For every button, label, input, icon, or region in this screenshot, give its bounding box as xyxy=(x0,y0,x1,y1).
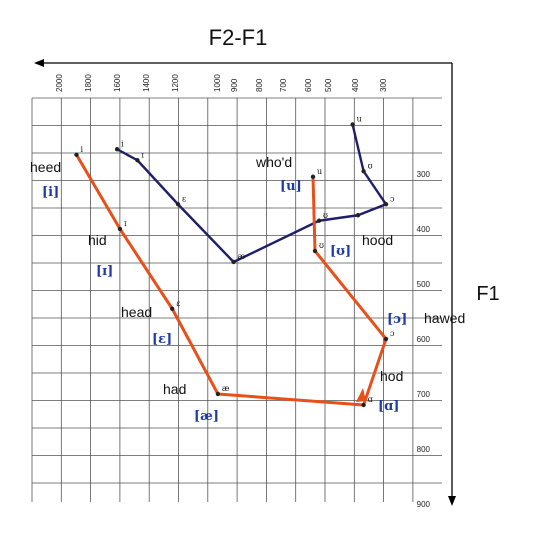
point-symbol: i xyxy=(121,139,124,148)
y-axis-label: F1 xyxy=(476,283,499,305)
point-symbol: æ xyxy=(222,384,230,393)
vowel-word-label: head xyxy=(121,304,152,320)
point-symbol: u xyxy=(357,115,362,124)
x-tick-label: 800 xyxy=(255,78,264,92)
data-point xyxy=(215,391,221,397)
chart-title: F2-F1 xyxy=(209,25,268,50)
point-symbol: ʊ xyxy=(323,211,328,220)
data-point xyxy=(117,226,123,232)
vowel-word-label: who'd xyxy=(255,154,292,170)
data-point xyxy=(361,169,366,174)
x-tick-label: 1400 xyxy=(142,74,151,92)
data-point xyxy=(170,306,175,311)
y-tick-label: 600 xyxy=(417,335,431,344)
x-arrow-head xyxy=(34,59,44,67)
y-tick-label: 300 xyxy=(417,170,431,179)
ipa-label: [ɪ] xyxy=(96,264,113,279)
ipa-label: [i] xyxy=(42,185,59,200)
point-symbol: ɔ xyxy=(390,194,395,203)
word-labels: heed [i] hid [ɪ] head[ɛ] had [æ] who'd [u] hood [ʊ… xyxy=(30,154,465,424)
data-point xyxy=(383,336,389,342)
ticks: 2000 1800 1600 1400 1200 1000 900 800 700 600 500 4… xyxy=(55,74,431,509)
y-tick-label: 800 xyxy=(417,445,431,454)
vowel-word-label: had xyxy=(163,381,186,397)
x-tick-label: 700 xyxy=(279,78,288,92)
vowel-word-label: hawed xyxy=(424,310,465,326)
point-symbol: ɛ xyxy=(176,299,180,308)
data-point xyxy=(135,158,140,163)
ipa-label: [ɑ] xyxy=(378,399,399,414)
point-symbol: æ xyxy=(238,252,246,261)
data-point xyxy=(361,402,366,408)
x-tick-label: 2000 xyxy=(55,74,64,92)
x-tick-label: 300 xyxy=(379,78,388,92)
x-tick-label: 1800 xyxy=(84,74,93,92)
y-arrow-head xyxy=(448,496,456,506)
ipa-label: [u] xyxy=(280,179,302,194)
point-symbol: ʊ xyxy=(319,241,324,250)
data-point xyxy=(355,213,361,218)
point-symbol: ɪ xyxy=(124,219,127,228)
axes xyxy=(34,59,456,506)
point-symbol: ʊ xyxy=(368,161,373,170)
vowel-word-label: heed xyxy=(30,159,61,175)
data-point xyxy=(350,122,355,127)
y-tick-label: 700 xyxy=(417,390,431,399)
series-arrow-head xyxy=(356,388,366,402)
point-symbol: ɪ xyxy=(141,150,144,159)
vowel-word-label: hood xyxy=(362,232,393,248)
data-point xyxy=(383,202,389,207)
x-tick-label: 1200 xyxy=(171,74,180,92)
series: i ɪ ɛ æ ʊ ɔ ʊ u i ɪ ɛ æ ɑ ɔ ʊ u xyxy=(74,115,395,408)
data-point xyxy=(312,248,318,254)
x-tick-label: 400 xyxy=(351,78,360,92)
ipa-label: [ʊ] xyxy=(330,244,351,259)
ipa-label: [æ] xyxy=(194,409,219,424)
point-symbol: ɛ xyxy=(182,194,186,203)
data-point xyxy=(114,147,120,152)
y-tick-label: 900 xyxy=(417,500,431,509)
data-point xyxy=(310,174,316,179)
data-point xyxy=(316,218,322,223)
x-tick-label: 1600 xyxy=(113,74,122,92)
point-symbol: u xyxy=(317,167,322,176)
x-tick-label: 500 xyxy=(324,78,333,92)
data-point xyxy=(175,202,181,207)
vowel-word-label: hod xyxy=(380,368,403,384)
y-tick-label: 400 xyxy=(417,225,431,234)
ipa-label: [ɛ] xyxy=(152,332,172,347)
data-point xyxy=(74,152,79,157)
ipa-label: [ɔ] xyxy=(387,312,407,327)
vowel-word-label: hid xyxy=(88,232,107,248)
series-line xyxy=(75,153,388,407)
x-tick-label: 900 xyxy=(230,78,239,92)
y-tick-label: 500 xyxy=(417,280,431,289)
x-tick-label: 1000 xyxy=(213,74,222,92)
grid xyxy=(31,97,442,502)
x-tick-label: 600 xyxy=(304,78,313,92)
series-line xyxy=(116,124,388,264)
point-symbol: ɑ xyxy=(368,395,373,404)
point-symbol: i xyxy=(81,145,84,154)
point-symbol: ɔ xyxy=(390,329,395,338)
data-point xyxy=(231,259,236,265)
